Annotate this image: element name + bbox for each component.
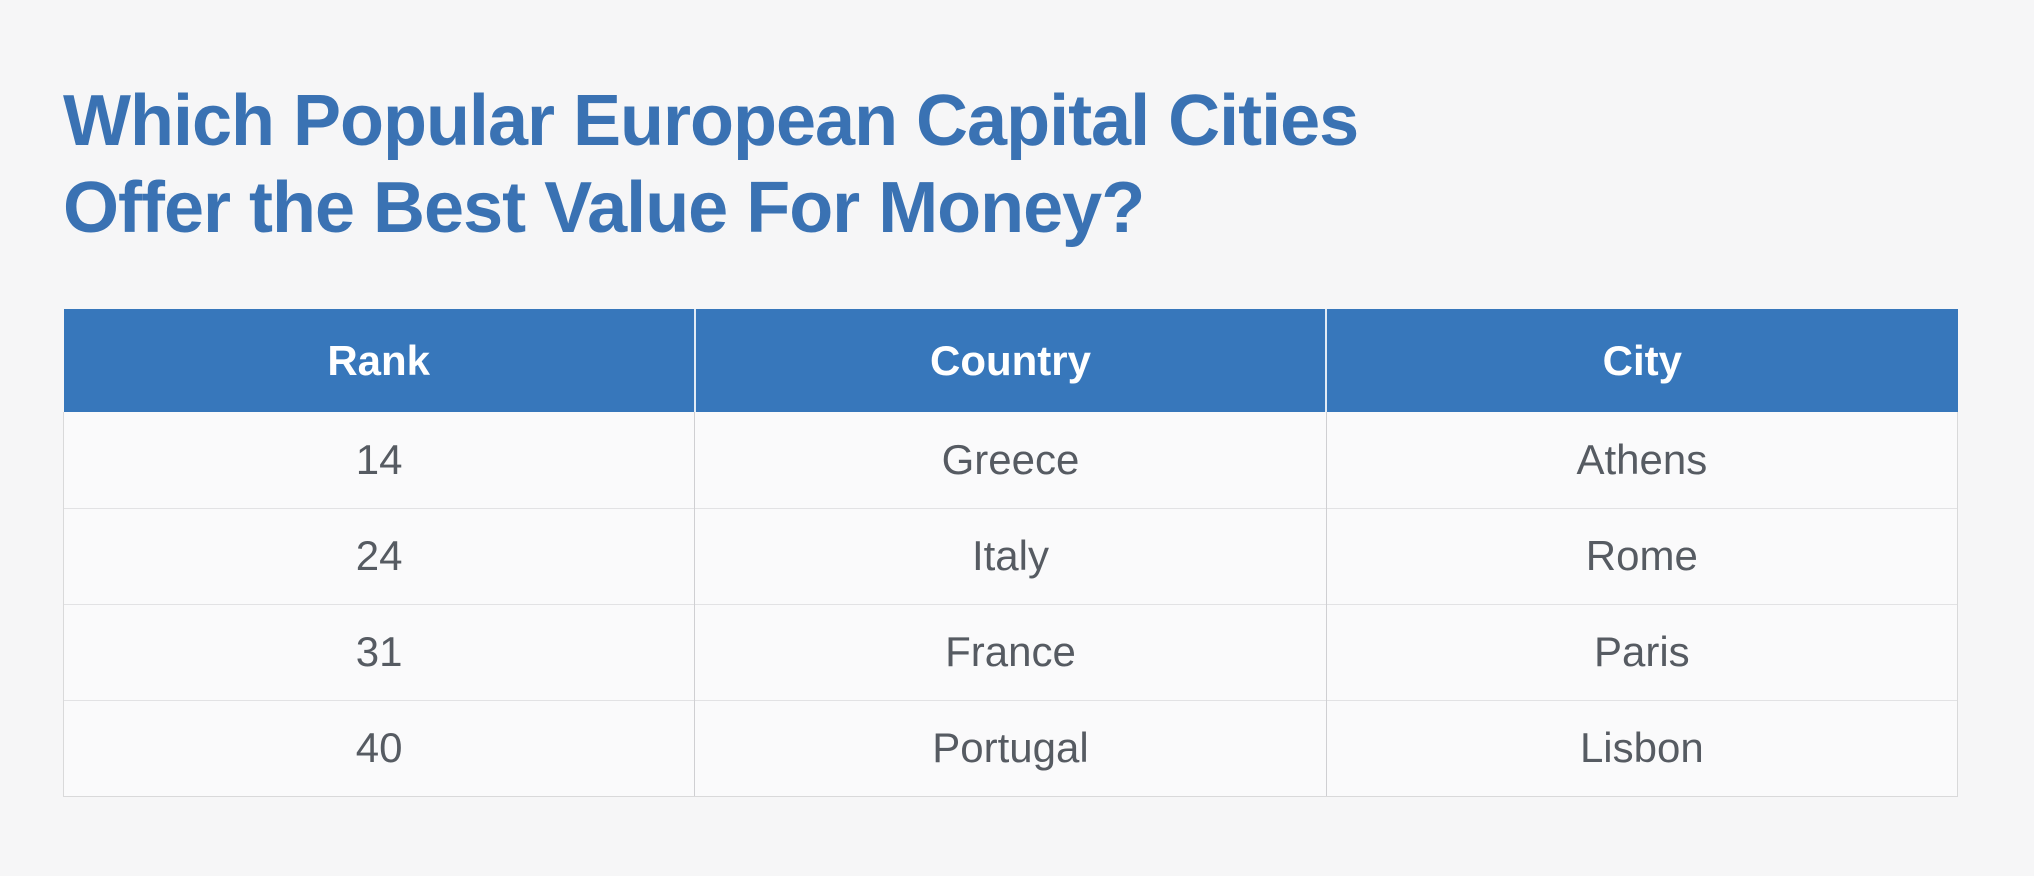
table-row: 31 France Paris xyxy=(62,603,1959,700)
page-title-line-1: Which Popular European Capital Cities xyxy=(63,81,1359,161)
cell-country: France xyxy=(694,603,1327,700)
cell-rank: 31 xyxy=(62,603,695,700)
page-title: Which Popular European Capital Cities Of… xyxy=(63,78,1359,252)
cell-country: Greece xyxy=(694,412,1327,508)
header-cell-rank: Rank xyxy=(63,309,695,412)
cell-rank: 14 xyxy=(62,412,695,508)
cell-rank: 24 xyxy=(62,507,695,604)
cell-city: Athens xyxy=(1325,412,1959,508)
cell-city: Rome xyxy=(1325,507,1959,604)
cell-city: Lisbon xyxy=(1325,699,1959,797)
value-ranking-table: Rank Country City 14 Greece Athens 24 It… xyxy=(62,309,1959,797)
cell-country: Italy xyxy=(694,507,1327,604)
cell-country: Portugal xyxy=(694,699,1327,797)
table-header: Rank Country City xyxy=(63,309,1958,412)
header-row: Rank Country City xyxy=(63,309,1958,412)
page-title-line-2: Offer the Best Value For Money? xyxy=(63,168,1145,248)
cell-rank: 40 xyxy=(62,699,695,797)
table-row: 14 Greece Athens xyxy=(62,412,1959,508)
header-cell-city: City xyxy=(1325,309,1958,412)
table-row: 24 Italy Rome xyxy=(62,507,1959,604)
table-row: 40 Portugal Lisbon xyxy=(62,699,1959,797)
header-cell-country: Country xyxy=(693,309,1327,412)
cell-city: Paris xyxy=(1325,603,1959,700)
table-body: 14 Greece Athens 24 Italy Rome 31 France… xyxy=(62,412,1959,797)
